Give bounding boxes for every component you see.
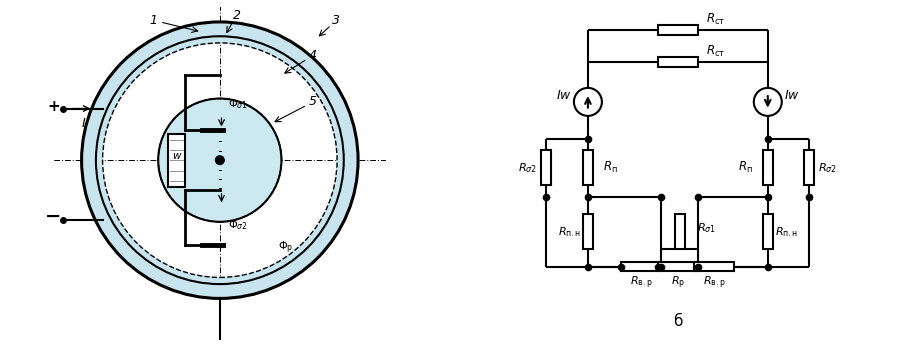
Text: $Iw$: $Iw$ (556, 89, 572, 102)
Text: 5: 5 (309, 95, 317, 108)
FancyBboxPatch shape (694, 262, 735, 271)
Text: $R_{\rm п.н}$: $R_{\rm п.н}$ (775, 225, 798, 239)
Text: $\Phi_{\rm p}$: $\Phi_{\rm p}$ (278, 239, 293, 256)
Text: 1: 1 (149, 14, 158, 27)
Text: 2: 2 (233, 9, 241, 22)
Circle shape (574, 88, 602, 116)
Text: $R_{\rm в.р}$: $R_{\rm в.р}$ (703, 274, 725, 291)
Text: $R_{\rm п.н}$: $R_{\rm п.н}$ (558, 225, 581, 239)
Text: $R_{\rm ст}$: $R_{\rm ст}$ (706, 44, 725, 59)
FancyBboxPatch shape (583, 150, 593, 185)
Text: I: I (82, 117, 85, 130)
FancyBboxPatch shape (658, 262, 698, 271)
Text: w: w (172, 151, 180, 161)
FancyBboxPatch shape (763, 214, 773, 249)
Text: $Iw$: $Iw$ (784, 89, 800, 102)
Polygon shape (82, 22, 358, 298)
Text: б: б (673, 314, 682, 329)
Text: 4: 4 (309, 49, 317, 62)
Circle shape (754, 88, 781, 116)
FancyBboxPatch shape (658, 25, 698, 35)
FancyBboxPatch shape (763, 150, 773, 185)
Text: $R_{\sigma2}$: $R_{\sigma2}$ (518, 161, 538, 175)
Circle shape (215, 156, 224, 164)
FancyBboxPatch shape (541, 150, 551, 185)
Text: −: − (45, 207, 61, 226)
Text: $R_{\rm ст}$: $R_{\rm ст}$ (706, 12, 725, 27)
FancyBboxPatch shape (169, 134, 185, 187)
FancyBboxPatch shape (583, 214, 593, 249)
Text: $R_{\rm в.р}$: $R_{\rm в.р}$ (630, 274, 652, 291)
FancyBboxPatch shape (804, 150, 814, 185)
Circle shape (158, 99, 281, 222)
FancyBboxPatch shape (674, 214, 684, 249)
FancyBboxPatch shape (621, 262, 661, 271)
FancyBboxPatch shape (658, 57, 698, 67)
Text: $R_{\rm п}$: $R_{\rm п}$ (603, 160, 617, 175)
Text: $\Phi_{\sigma2}$: $\Phi_{\sigma2}$ (228, 219, 248, 232)
Text: $R_{\rm п}$: $R_{\rm п}$ (738, 160, 753, 175)
Text: $R_{\sigma1}$: $R_{\sigma1}$ (697, 222, 716, 235)
Text: $\Phi_{\sigma1}$: $\Phi_{\sigma1}$ (228, 97, 248, 111)
Text: $R_{\rm р}$: $R_{\rm р}$ (671, 274, 685, 291)
Text: 3: 3 (333, 14, 341, 27)
Text: $R_{\sigma2}$: $R_{\sigma2}$ (818, 161, 837, 175)
Text: +: + (47, 99, 60, 115)
